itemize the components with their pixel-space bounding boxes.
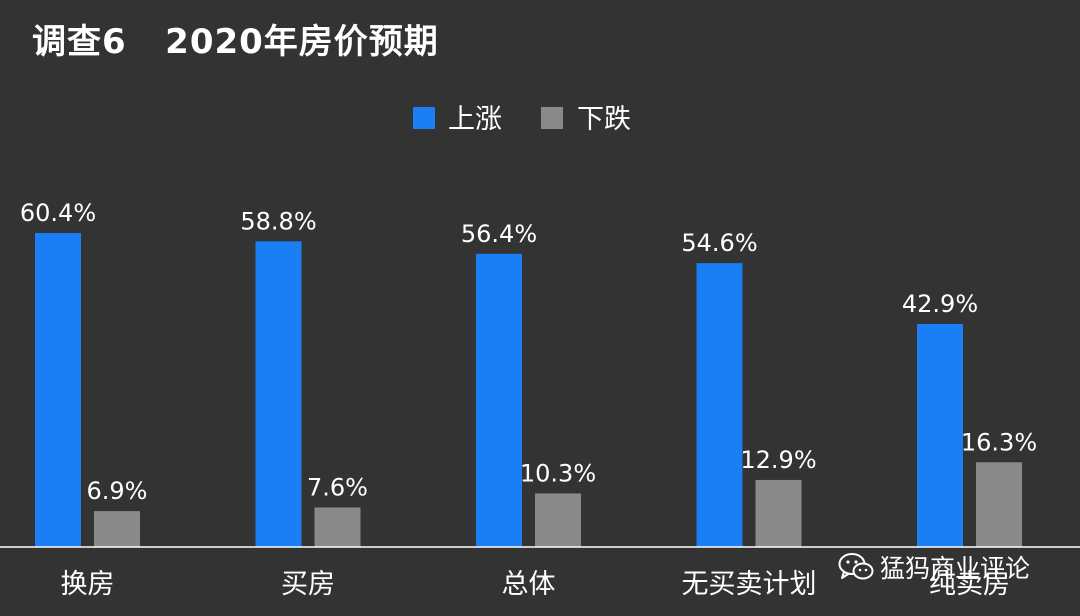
x-tick-label-3: 无买卖计划 xyxy=(682,569,817,600)
legend-label-1: 下跌 xyxy=(577,104,631,135)
data-label-down-3: 12.9% xyxy=(740,446,816,474)
bar-up-4 xyxy=(917,323,963,547)
data-label-down-0: 6.9% xyxy=(87,477,148,505)
x-tick-label-0: 换房 xyxy=(61,569,115,600)
bar-down-4 xyxy=(976,462,1022,547)
bar-down-1 xyxy=(314,507,361,547)
data-label-up-2: 56.4% xyxy=(461,220,537,248)
data-label-down-2: 10.3% xyxy=(520,459,596,487)
data-label-up-3: 54.6% xyxy=(681,229,757,257)
bar-up-1 xyxy=(255,241,302,548)
data-label-up-0: 60.4% xyxy=(20,199,96,227)
data-labels-group: 60.4% 6.9% 58.8% 7.6% 56.4% 10.3% 54.6% 12.9% 42… xyxy=(20,199,1037,505)
bar-up-2 xyxy=(476,253,522,547)
data-label-down-4: 16.3% xyxy=(961,428,1037,456)
legend-swatch-1 xyxy=(541,107,563,129)
x-axis-ticks: 换房 买房 总体 无买卖计划 纯卖房 xyxy=(61,569,1011,600)
watermark-text: 猛犸商业评论 xyxy=(880,554,1031,583)
watermark: 猛犸商业评论 xyxy=(838,549,1030,585)
legend-label-0: 上涨 xyxy=(448,104,502,135)
data-label-up-1: 58.8% xyxy=(240,207,316,235)
chart-title: 调查6 2020年房价预期 xyxy=(32,22,439,62)
bar-up-0 xyxy=(35,233,81,547)
legend-swatch-0 xyxy=(413,107,435,129)
wechat-icon xyxy=(838,553,874,580)
bar-up-3 xyxy=(696,263,743,547)
x-tick-label-1: 买房 xyxy=(281,569,335,600)
data-label-down-1: 7.6% xyxy=(307,473,368,501)
bar-down-3 xyxy=(755,479,802,547)
bar-down-2 xyxy=(535,493,581,547)
data-label-up-4: 42.9% xyxy=(902,290,978,318)
bars-group xyxy=(35,233,1022,548)
chart-legend: 上涨 下跌 xyxy=(413,104,631,135)
x-tick-label-2: 总体 xyxy=(502,569,556,600)
x-tick-label-4: 纯卖房 xyxy=(929,569,1010,600)
bar-down-0 xyxy=(94,511,140,547)
